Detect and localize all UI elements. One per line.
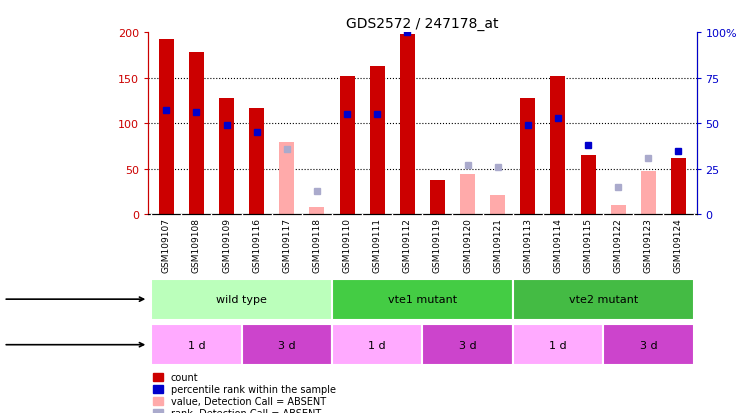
Bar <box>219 98 234 215</box>
Bar <box>400 35 415 215</box>
Text: GSM109120: GSM109120 <box>463 218 472 273</box>
Bar <box>580 156 596 215</box>
Legend: count, percentile rank within the sample, value, Detection Call = ABSENT, rank, : count, percentile rank within the sample… <box>153 373 336 413</box>
Bar <box>520 98 535 215</box>
FancyBboxPatch shape <box>151 279 332 320</box>
Bar <box>551 77 565 215</box>
Text: GSM109118: GSM109118 <box>313 218 322 273</box>
Text: GSM109108: GSM109108 <box>192 218 201 273</box>
FancyBboxPatch shape <box>151 325 242 366</box>
Text: GSM109123: GSM109123 <box>644 218 653 273</box>
Text: age: age <box>0 340 144 350</box>
Text: GSM109114: GSM109114 <box>554 218 562 273</box>
Text: vte2 mutant: vte2 mutant <box>568 294 638 304</box>
Text: 1 d: 1 d <box>368 340 386 350</box>
Bar <box>339 77 355 215</box>
FancyBboxPatch shape <box>332 279 513 320</box>
Bar <box>159 40 174 215</box>
Title: GDS2572 / 247178_at: GDS2572 / 247178_at <box>346 17 499 31</box>
Bar <box>460 175 475 215</box>
Text: GSM109115: GSM109115 <box>584 218 593 273</box>
FancyBboxPatch shape <box>332 325 422 366</box>
Text: 3 d: 3 d <box>278 340 296 350</box>
Text: 1 d: 1 d <box>187 340 205 350</box>
FancyBboxPatch shape <box>513 279 694 320</box>
Bar <box>249 109 265 215</box>
Bar <box>430 180 445 215</box>
Bar <box>279 143 294 215</box>
Text: GSM109121: GSM109121 <box>494 218 502 273</box>
FancyBboxPatch shape <box>603 325 694 366</box>
Text: genotype/variation: genotype/variation <box>0 294 144 304</box>
FancyBboxPatch shape <box>513 325 603 366</box>
Text: GSM109112: GSM109112 <box>403 218 412 273</box>
Text: GSM109116: GSM109116 <box>252 218 261 273</box>
Bar <box>611 206 625 215</box>
FancyBboxPatch shape <box>242 325 332 366</box>
Text: wild type: wild type <box>216 294 267 304</box>
Text: GSM109110: GSM109110 <box>342 218 351 273</box>
Bar <box>310 207 325 215</box>
FancyBboxPatch shape <box>422 325 513 366</box>
Text: 3 d: 3 d <box>459 340 476 350</box>
Text: GSM109117: GSM109117 <box>282 218 291 273</box>
Text: GSM109107: GSM109107 <box>162 218 170 273</box>
Text: 1 d: 1 d <box>549 340 567 350</box>
Text: vte1 mutant: vte1 mutant <box>388 294 457 304</box>
Text: 3 d: 3 d <box>639 340 657 350</box>
Text: GSM109119: GSM109119 <box>433 218 442 273</box>
Text: GSM109124: GSM109124 <box>674 218 683 273</box>
Bar <box>671 159 686 215</box>
Text: GSM109122: GSM109122 <box>614 218 622 273</box>
Text: GSM109111: GSM109111 <box>373 218 382 273</box>
Bar <box>370 66 385 215</box>
Bar <box>490 196 505 215</box>
Text: GSM109113: GSM109113 <box>523 218 532 273</box>
Bar <box>641 172 656 215</box>
Bar <box>189 53 204 215</box>
Text: GSM109109: GSM109109 <box>222 218 231 273</box>
